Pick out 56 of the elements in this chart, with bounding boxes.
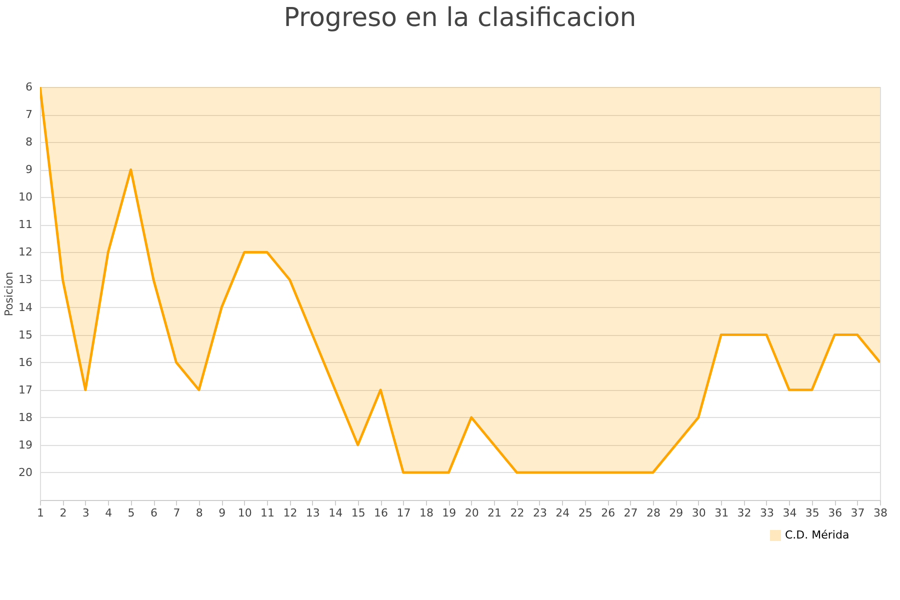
x-tick-label: 12 <box>283 506 298 520</box>
x-tick-label: 8 <box>196 506 203 520</box>
x-tick-label: 35 <box>805 506 820 520</box>
y-tick-label: 6 <box>26 80 32 94</box>
x-tick-label: 32 <box>737 506 752 520</box>
y-tick-label: 19 <box>18 438 32 452</box>
x-tick-label: 31 <box>714 506 729 520</box>
y-tick-label: 12 <box>18 246 32 259</box>
x-tick-label: 38 <box>874 506 888 520</box>
y-tick-label: 15 <box>18 328 32 342</box>
y-tick-label: 10 <box>18 190 32 204</box>
x-tick-label: 27 <box>624 506 638 520</box>
x-tick-label: 17 <box>396 506 411 520</box>
x-tick-label: 1 <box>37 506 44 520</box>
y-tick-label: 13 <box>18 273 32 286</box>
x-tick-label: 5 <box>128 506 135 520</box>
x-tick-label: 6 <box>150 506 158 520</box>
x-tick-label: 25 <box>578 506 592 520</box>
y-axis-title: Posicion <box>2 272 16 316</box>
x-tick-label: 21 <box>488 506 502 520</box>
chart-title: Progreso en la clasificacion <box>284 3 636 33</box>
y-tick-label: 16 <box>18 356 32 369</box>
x-tick-label: 19 <box>442 506 456 520</box>
x-tick-label: 2 <box>60 506 67 520</box>
x-tick-label: 28 <box>646 506 660 520</box>
x-tick-label: 14 <box>328 506 343 520</box>
x-tick-label: 33 <box>760 506 774 520</box>
x-tick-label: 15 <box>351 506 366 520</box>
x-tick-label: 36 <box>828 506 842 520</box>
y-tick-label: 14 <box>18 300 32 314</box>
x-tick-label: 24 <box>556 506 570 520</box>
x-tick-label: 30 <box>692 506 706 520</box>
x-tick-label: 23 <box>532 506 547 520</box>
x-tick-label: 11 <box>260 506 275 520</box>
x-tick-label: 22 <box>510 506 524 520</box>
x-tick-label: 26 <box>601 506 616 520</box>
y-tick-label: 8 <box>26 136 32 149</box>
x-tick-label: 34 <box>782 506 797 520</box>
x-tick-label: 18 <box>419 506 434 520</box>
y-tick-label: 7 <box>26 108 32 122</box>
x-tick-label: 29 <box>669 506 684 520</box>
x-tick-label: 3 <box>82 506 90 520</box>
x-tick-label: 16 <box>374 506 388 520</box>
y-tick-label: 18 <box>18 410 32 424</box>
x-tick-label: 9 <box>218 506 226 520</box>
x-tick-label: 20 <box>464 506 479 520</box>
y-tick-label: 11 <box>18 218 32 232</box>
y-tick-label: 20 <box>18 466 32 479</box>
x-tick-label: 10 <box>238 506 252 520</box>
legend-label: C.D. Mérida <box>785 528 850 542</box>
x-tick-label: 37 <box>850 506 865 520</box>
x-tick-label: 4 <box>105 506 112 520</box>
x-tick-label: 13 <box>306 506 320 520</box>
y-tick-label: 9 <box>26 163 32 176</box>
x-tick-label: 7 <box>173 506 180 520</box>
y-tick-label: 17 <box>18 383 32 396</box>
